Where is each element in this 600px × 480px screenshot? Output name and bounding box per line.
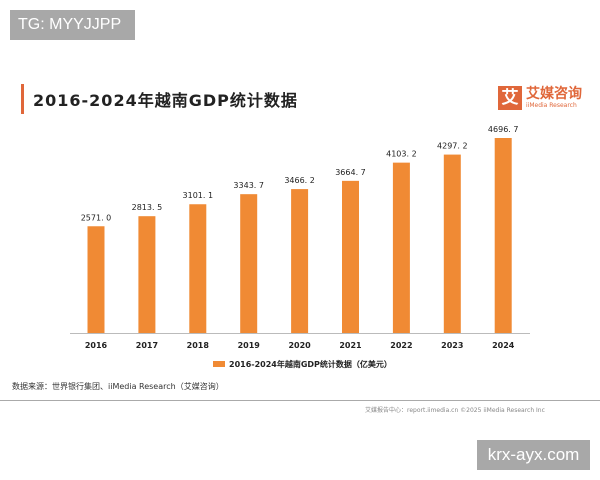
x-tick-2021: 2021: [339, 341, 362, 350]
logo-name-en: iiMedia Research: [526, 101, 577, 109]
data-label-2016: 2571. 0: [81, 213, 112, 222]
logo-name-cn: 艾媒咨询: [526, 85, 582, 102]
data-label-2020: 3466. 2: [284, 176, 315, 185]
data-label-2019: 3343. 7: [233, 181, 264, 190]
bar-2017: [138, 216, 156, 333]
data-label-2024: 4696. 7: [488, 125, 519, 134]
x-tick-2023: 2023: [441, 341, 463, 350]
data-label-2022: 4103. 2: [386, 150, 417, 159]
x-tick-2017: 2017: [136, 341, 158, 350]
legend-label: 2016-2024年越南GDP统计数据（亿美元）: [229, 359, 392, 369]
bar-2020: [291, 189, 309, 333]
bar-2022: [392, 162, 410, 333]
legend-swatch: [213, 361, 225, 367]
data-label-2017: 2813. 5: [132, 203, 163, 212]
x-tick-2024: 2024: [492, 341, 515, 350]
data-label-2018: 3101. 1: [183, 191, 214, 200]
bar-2021: [342, 180, 359, 333]
watermark-top: TG: MYYJJPP: [10, 10, 135, 40]
x-tick-2019: 2019: [238, 341, 261, 350]
bar-2019: [240, 194, 258, 333]
divider: [0, 400, 600, 401]
bar-2024: [494, 138, 512, 333]
bar-2016: [87, 226, 105, 333]
data-label-2021: 3664. 7: [335, 168, 366, 177]
x-tick-2016: 2016: [85, 341, 108, 350]
bar-2018: [189, 204, 207, 333]
title-accent-bar: [21, 84, 24, 114]
chart-title: 2016-2024年越南GDP统计数据: [33, 91, 298, 110]
logo: 艾 艾媒咨询 iiMedia Research: [498, 86, 582, 110]
data-label-2023: 4297. 2: [437, 142, 468, 151]
x-tick-2018: 2018: [187, 341, 210, 350]
footer-text: 艾媒报告中心：report.iimedia.cn ©2025 iiMedia R…: [365, 407, 545, 414]
watermark-bottom: krx-ayx.com: [477, 440, 590, 470]
data-source: 数据来源：世界银行集团、iiMedia Research（艾媒咨询）: [12, 382, 224, 391]
bar-2023: [443, 154, 461, 333]
logo-mark: 艾: [498, 86, 522, 110]
x-tick-2020: 2020: [288, 341, 311, 350]
x-tick-2022: 2022: [390, 341, 412, 350]
